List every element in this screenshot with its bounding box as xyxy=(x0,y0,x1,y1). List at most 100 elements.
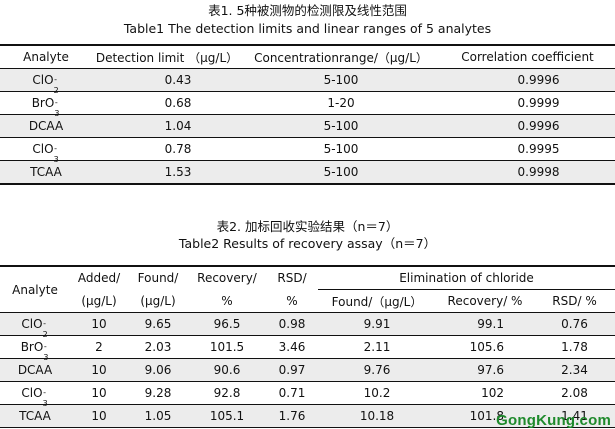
analyte-cell: TCAA xyxy=(0,160,92,185)
concentration-range-cell: 5-100 xyxy=(242,68,440,92)
analyte-name: ClO xyxy=(21,386,43,400)
correlation-cell: 0.9998 xyxy=(440,160,615,185)
analyte-cell: ClO 3 - xyxy=(0,381,70,408)
gongkung-watermark: GongKung.com xyxy=(496,412,611,429)
analyte-cell: BrO 3 - xyxy=(0,91,92,118)
found-cell: 9.65 xyxy=(128,312,188,336)
elim-rsd-cell: 1.78 xyxy=(534,335,615,359)
analyte-cell: DCAA xyxy=(0,358,70,382)
analyte-name: BrO xyxy=(31,96,55,110)
table1-header-row: Analyte Detection limit （μg/L） Concentra… xyxy=(0,44,615,69)
elim-found-cell: 9.76 xyxy=(318,358,436,382)
rsd-cell: 1.76 xyxy=(266,404,318,428)
added-cell: 10 xyxy=(70,404,128,428)
table2-caption-en: Table2 Results of recovery assay（n＝7） xyxy=(178,236,437,251)
table1-row: DCAA 1.04 5-100 0.9996 xyxy=(0,114,615,138)
t2-header-rsd-2: % xyxy=(266,289,318,313)
analyte-superscript: - xyxy=(43,319,46,328)
added-cell: 10 xyxy=(70,312,128,336)
table2-row: ClO 2 - 10 9.65 96.5 0.98 9.91 99.1 0.76 xyxy=(0,312,615,339)
header-analyte: Analyte xyxy=(0,44,92,69)
header-correlation: Correlation coefficient xyxy=(440,44,615,69)
table1-caption-en: Table1 The detection limits and linear r… xyxy=(123,21,492,36)
analyte-subscript: 3 xyxy=(54,109,60,118)
table2-row: ClO 3 - 10 9.28 92.8 0.71 10.2 102 2.08 xyxy=(0,381,615,408)
t2-header-elimination: Elimination of chloride xyxy=(318,265,615,290)
analyte-superscript: - xyxy=(43,342,47,351)
analyte-name: DCAA xyxy=(28,119,64,133)
table1-caption-cn: 表1. 5种被测物的检测限及线性范围 xyxy=(208,3,407,18)
detection-limit-cell: 0.78 xyxy=(92,137,242,161)
rsd-cell: 0.97 xyxy=(266,358,318,382)
table1-row: BrO 3 - 0.68 1-20 0.9999 xyxy=(0,91,615,118)
t2-header-found-1: Found/ xyxy=(128,265,188,290)
analyte-name: ClO xyxy=(32,73,54,87)
added-cell: 2 xyxy=(70,335,128,359)
analyte-name: DCAA xyxy=(17,363,53,377)
table1-row: TCAA 1.53 5-100 0.9998 xyxy=(0,160,615,185)
t2-header-recovery-2: % xyxy=(188,289,266,313)
analyte-name: TCAA xyxy=(19,409,51,423)
analyte-cell: ClO 3 - xyxy=(0,137,92,164)
correlation-cell: 0.9995 xyxy=(440,137,615,161)
concentration-range-cell: 5-100 xyxy=(242,160,440,185)
rsd-cell: 3.46 xyxy=(266,335,318,359)
elim-rsd-cell: 1.41 xyxy=(534,404,615,428)
elim-found-cell: 2.11 xyxy=(318,335,436,359)
elim-found-cell: 9.91 xyxy=(318,312,436,336)
analyte-subscript: 3 xyxy=(43,353,49,362)
table2-row: BrO 3 - 2 2.03 101.5 3.46 2.11 105.6 1.78 xyxy=(0,335,615,362)
rsd-cell: 0.71 xyxy=(266,381,318,405)
header-detection-limit: Detection limit （μg/L） xyxy=(92,44,242,69)
t2-header-elim-recovery: Recovery/ % xyxy=(436,289,534,313)
elim-recovery-cell: 99.1 xyxy=(436,312,534,336)
table1-row: ClO 3 - 0.78 5-100 0.9995 xyxy=(0,137,615,164)
concentration-range-cell: 5-100 xyxy=(242,137,440,161)
elim-rsd-cell: 0.76 xyxy=(534,312,615,336)
elim-rsd-cell: 2.34 xyxy=(534,358,615,382)
table2-body: ClO 2-10 9.65 96.5 0.98 9.91 99.1 0.76 BrO 3-2 2.0… xyxy=(0,312,615,428)
table2: Analyte Added/ Found/ Recovery/ RSD/ Eli… xyxy=(0,265,615,428)
correlation-cell: 0.9996 xyxy=(440,68,615,92)
added-cell: 10 xyxy=(70,358,128,382)
t2-header-rsd-1: RSD/ xyxy=(266,265,318,290)
t2-header-analyte: Analyte xyxy=(0,265,70,313)
recovery-cell: 101.5 xyxy=(188,335,266,359)
found-cell: 2.03 xyxy=(128,335,188,359)
elim-recovery-cell: 97.6 xyxy=(436,358,534,382)
analyte-cell: ClO 2 - xyxy=(0,312,70,339)
found-cell: 1.05 xyxy=(128,404,188,428)
recovery-cell: 105.1 xyxy=(188,404,266,428)
correlation-cell: 0.9996 xyxy=(440,114,615,138)
analyte-name: ClO xyxy=(21,317,43,331)
analyte-superscript: - xyxy=(54,75,57,84)
table1-row: ClO 2 - 0.43 5-100 0.9996 xyxy=(0,68,615,95)
t2-header-elim-rsd: RSD/ % xyxy=(534,289,615,313)
analyte-subscript: 3 xyxy=(53,155,59,164)
elim-found-cell: 10.18 xyxy=(318,404,436,428)
correlation-cell: 0.9999 xyxy=(440,91,615,115)
analyte-superscript: - xyxy=(54,98,58,107)
table2-row: DCAA 10 9.06 90.6 0.97 9.76 97.6 2.34 xyxy=(0,358,615,382)
analyte-cell: DCAA xyxy=(0,114,92,138)
table2-caption-cn: 表2. 加标回收实验结果（n＝7） xyxy=(216,219,399,234)
elim-found-cell: 10.2 xyxy=(318,381,436,405)
concentration-range-cell: 5-100 xyxy=(242,114,440,138)
analyte-cell: TCAA xyxy=(0,404,70,428)
elim-recovery-cell: 101.8 xyxy=(436,404,534,428)
t2-header-found-2: (μg/L) xyxy=(128,289,188,313)
analyte-subscript: 2 xyxy=(42,330,48,339)
analyte-name: TCAA xyxy=(30,165,62,179)
detection-limit-cell: 0.43 xyxy=(92,68,242,92)
analyte-subscript: 2 xyxy=(53,86,59,95)
found-cell: 9.28 xyxy=(128,381,188,405)
analyte-subscript: 3 xyxy=(42,399,48,408)
analyte-name: ClO xyxy=(32,142,54,156)
detection-limit-cell: 1.04 xyxy=(92,114,242,138)
t2-header-elim-found: Found/（μg/L） xyxy=(318,289,436,313)
elim-recovery-cell: 102 xyxy=(436,381,534,405)
elim-recovery-cell: 105.6 xyxy=(436,335,534,359)
added-cell: 10 xyxy=(70,381,128,405)
detection-limit-cell: 1.53 xyxy=(92,160,242,185)
analyte-cell: BrO 3 - xyxy=(0,335,70,362)
